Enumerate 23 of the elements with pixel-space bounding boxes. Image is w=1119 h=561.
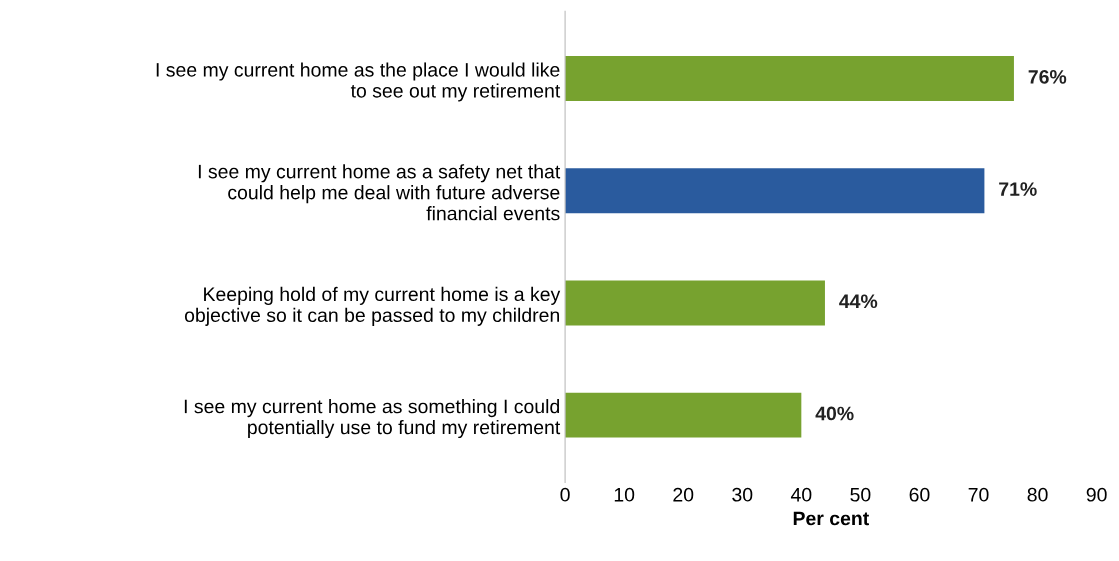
data-label: 44%: [839, 294, 878, 309]
bar: [565, 56, 1014, 101]
x-tick-label: 60: [909, 487, 930, 502]
y-tick-label: I see my current home as something I could potentially use to fund my retirement: [184, 399, 561, 439]
x-tick-label: 0: [560, 487, 570, 502]
y-tick-label: I see my current home as a safety net that could help me deal with future adverse financial events: [198, 164, 561, 221]
x-tick-label: 90: [1086, 487, 1107, 502]
data-label: 71%: [999, 182, 1037, 196]
x-axis-title: Per cent: [793, 511, 869, 526]
x-tick-label: 50: [850, 487, 871, 502]
data-label: 76%: [1028, 69, 1067, 84]
x-tick-label: 80: [1027, 487, 1048, 502]
bar: [565, 168, 985, 214]
x-tick-label: 40: [790, 487, 812, 502]
x-tick-label: 10: [614, 487, 635, 502]
x-tick-label: 70: [968, 487, 989, 502]
y-tick-label: I see my current home as the place I would like to see out my retirement: [156, 62, 561, 102]
bar: [565, 280, 825, 326]
x-tick-label: 30: [732, 487, 753, 502]
x-tick-label: 20: [673, 487, 694, 502]
y-tick-label: Keeping hold of my current home is a key objective so it can be passed to my children: [184, 286, 561, 326]
bar: [565, 392, 802, 438]
data-label: 40%: [815, 406, 854, 421]
